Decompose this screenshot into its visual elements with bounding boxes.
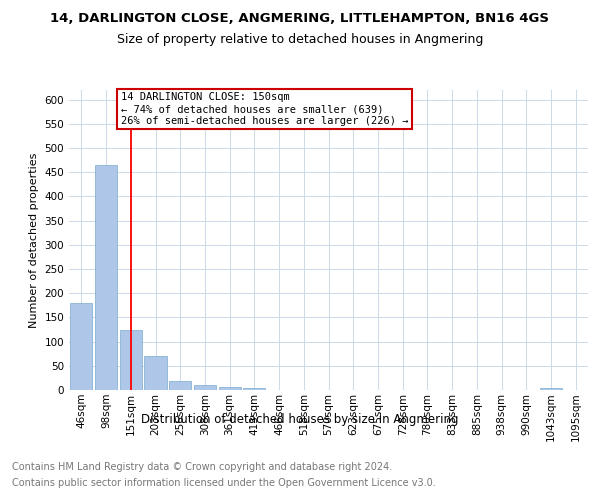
Bar bbox=[119, 330, 142, 390]
Bar bbox=[218, 387, 241, 390]
Text: Distribution of detached houses by size in Angmering: Distribution of detached houses by size … bbox=[141, 412, 459, 426]
Bar bbox=[194, 385, 216, 390]
Text: 14 DARLINGTON CLOSE: 150sqm
← 74% of detached houses are smaller (639)
26% of se: 14 DARLINGTON CLOSE: 150sqm ← 74% of det… bbox=[121, 92, 409, 126]
Text: Contains public sector information licensed under the Open Government Licence v3: Contains public sector information licen… bbox=[12, 478, 436, 488]
Text: Contains HM Land Registry data © Crown copyright and database right 2024.: Contains HM Land Registry data © Crown c… bbox=[12, 462, 392, 472]
Bar bbox=[540, 388, 562, 390]
Bar bbox=[243, 388, 265, 390]
Bar bbox=[145, 356, 167, 390]
Y-axis label: Number of detached properties: Number of detached properties bbox=[29, 152, 39, 328]
Text: 14, DARLINGTON CLOSE, ANGMERING, LITTLEHAMPTON, BN16 4GS: 14, DARLINGTON CLOSE, ANGMERING, LITTLEH… bbox=[50, 12, 550, 26]
Bar bbox=[70, 303, 92, 390]
Bar bbox=[169, 382, 191, 390]
Text: Size of property relative to detached houses in Angmering: Size of property relative to detached ho… bbox=[117, 32, 483, 46]
Bar bbox=[95, 165, 117, 390]
